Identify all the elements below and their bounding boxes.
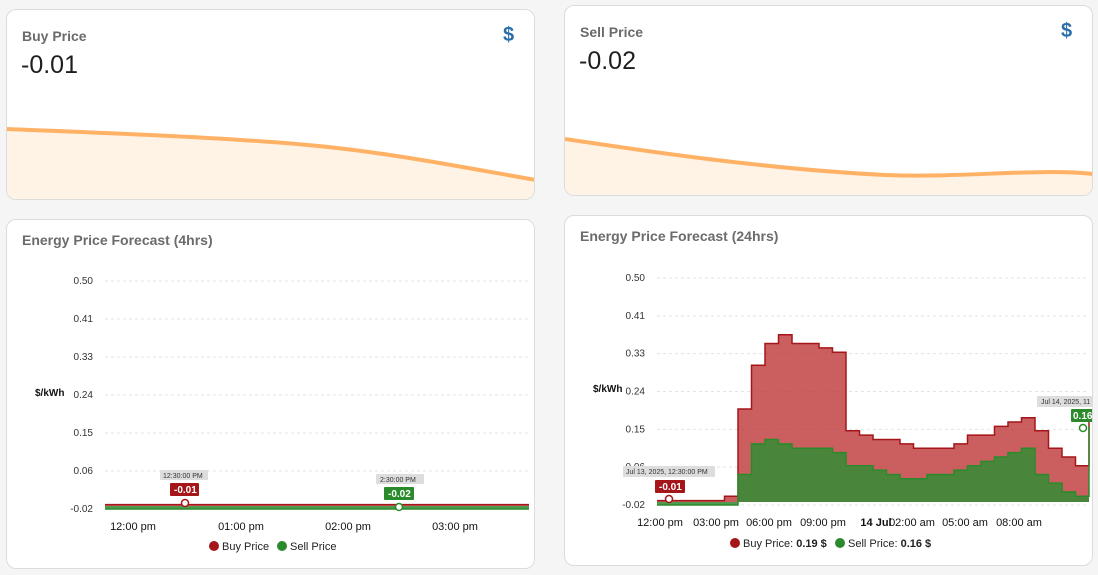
y-tick-label: 0.33 <box>626 349 646 360</box>
legend[interactable]: Buy Price Sell Price <box>209 541 336 553</box>
sell-price-sparkline <box>565 137 1092 195</box>
forecast-24hr-card[interactable]: Energy Price Forecast (24hrs) 0.50 0.41 0.… <box>564 215 1093 566</box>
dollar-icon: $ <box>1061 20 1073 42</box>
y-tick-label: 0.15 <box>74 428 94 439</box>
legend-buy-label: Buy Price: 0.19 $ <box>743 538 827 550</box>
sell-price-title: Sell Price <box>580 24 644 40</box>
buy-annotation: 12:30:00 PM -0.01 <box>160 470 208 508</box>
buy-price-card[interactable]: Buy Price -0.01 $ <box>6 9 535 200</box>
sell-spark-line <box>565 137 1092 178</box>
y-tick-label: 0.33 <box>74 352 94 363</box>
y-tick-label: 0.06 <box>74 466 94 477</box>
y-tick-label: 0.24 <box>74 390 94 401</box>
buy-price-title: Buy Price <box>22 28 87 44</box>
x-tick-label: 14 Jul <box>860 517 891 529</box>
x-tick-label: 03:00 pm <box>693 517 739 529</box>
sell-spark-fill <box>565 139 1092 195</box>
x-tick-label: 02:00 am <box>889 517 935 529</box>
legend-buy-label: Buy Price <box>222 541 269 553</box>
end-marker <box>1078 423 1088 433</box>
y-tick-label: 0.50 <box>74 276 94 287</box>
dollar-icon: $ <box>503 24 515 46</box>
buy-spark-line <box>7 127 534 182</box>
start-annotation-time: Jul 13, 2025, 12:30:00 PM <box>626 469 708 476</box>
y-tick-label: -0.02 <box>622 500 645 511</box>
forecast-4hr-chart: 0.50 0.41 0.33 0.24 0.15 0.06 -0.02 $/kWh 12:0… <box>35 276 529 553</box>
y-tick-label: 0.41 <box>74 314 94 325</box>
y-tick-labels: 0.50 0.41 0.33 0.24 0.15 0.06 -0.02 <box>70 276 93 515</box>
legend-buy-text: Buy Price: <box>743 538 793 550</box>
series-line-buy <box>657 334 1090 502</box>
y-tick-label: -0.02 <box>70 504 93 515</box>
y-tick-label: 0.15 <box>626 424 646 435</box>
legend-buy-value: 0.19 $ <box>796 538 827 550</box>
end-annotation-time: Jul 14, 2025, 11 <box>1041 399 1090 406</box>
legend-sell-text: Sell Price: <box>848 538 898 550</box>
y-axis-label: $/kWh <box>593 384 622 395</box>
buy-spark-fill <box>7 129 534 199</box>
x-tick-labels: 12:00 pm 01:00 pm 02:00 pm 03:00 pm <box>110 521 478 533</box>
y-axis-label: $/kWh <box>35 388 64 399</box>
x-tick-label: 01:00 pm <box>218 521 264 533</box>
x-tick-label: 09:00 pm <box>800 517 846 529</box>
forecast-4hr-title: Energy Price Forecast (4hrs) <box>22 232 213 248</box>
sell-price-card[interactable]: Sell Price -0.02 $ <box>564 5 1093 196</box>
buy-price-sparkline <box>7 127 534 199</box>
x-tick-label: 05:00 am <box>942 517 988 529</box>
x-tick-label: 08:00 am <box>996 517 1042 529</box>
sell-price-value: -0.02 <box>579 47 636 75</box>
forecast-4hr-card[interactable]: Energy Price Forecast (4hrs) 0.50 0.41 0.3… <box>6 219 535 569</box>
forecast-24hr-chart: 0.500.410.330.240.150.06-0.02 $/kWh 12:0… <box>593 273 1093 550</box>
legend-sell-label: Sell Price: 0.16 $ <box>848 538 931 550</box>
legend-sell-value: 0.16 $ <box>901 538 932 550</box>
x-tick-label: 03:00 pm <box>432 521 478 533</box>
end-annotation-value: 0.16 <box>1073 411 1093 422</box>
y-tick-label: 0.24 <box>626 387 646 398</box>
legend-sell-label: Sell Price <box>290 541 336 553</box>
forecast-24hr-title: Energy Price Forecast (24hrs) <box>580 228 779 244</box>
end-annotation: Jul 14, 2025, 11 0.16 <box>1037 396 1093 433</box>
sell-annotation-value: -0.02 <box>388 489 411 500</box>
x-tick-label: 06:00 pm <box>746 517 792 529</box>
series-line-sell <box>657 426 1090 506</box>
start-annotation-value: -0.01 <box>659 482 682 493</box>
x-tick-label: 02:00 pm <box>325 521 371 533</box>
legend-sell-dot <box>835 538 845 548</box>
legend[interactable]: Buy Price: 0.19 $ Sell Price: 0.16 $ <box>730 538 931 550</box>
x-tick-label: 12:00 pm <box>110 521 156 533</box>
legend-buy-dot <box>730 538 740 548</box>
y-tick-label: 0.50 <box>626 273 646 284</box>
buy-marker <box>180 498 190 508</box>
sell-annotation: 2:30:00 PM -0.02 <box>376 474 424 512</box>
sell-marker <box>394 502 404 512</box>
buy-price-value: -0.01 <box>21 51 78 79</box>
y-tick-label: 0.41 <box>626 311 646 322</box>
series-areas <box>657 334 1090 506</box>
series-areas <box>105 503 529 510</box>
x-tick-label: 12:00 pm <box>637 517 683 529</box>
sell-annotation-time: 2:30:00 PM <box>380 477 416 484</box>
x-tick-labels: 12:00 pm 03:00 pm 06:00 pm 09:00 pm 14 Jul02… <box>637 517 1042 529</box>
buy-annotation-value: -0.01 <box>174 485 197 496</box>
start-annotation: Jul 13, 2025, 12:30:00 PM -0.01 <box>623 466 715 504</box>
legend-sell-dot <box>277 541 287 551</box>
legend-buy-dot <box>209 541 219 551</box>
buy-annotation-time: 12:30:00 PM <box>163 473 203 480</box>
start-marker <box>664 494 674 504</box>
